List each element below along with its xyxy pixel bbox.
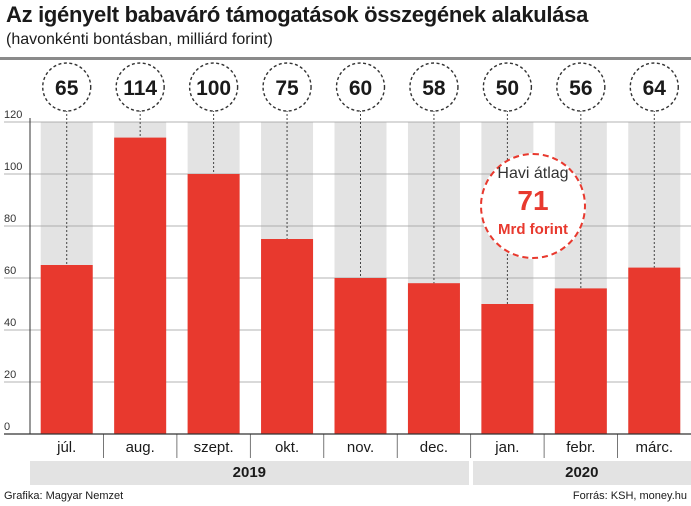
average-unit: Mrd forint: [498, 221, 568, 238]
bar: [334, 278, 387, 434]
bar: [114, 137, 167, 434]
data-label: 50: [496, 77, 519, 100]
value-bubble: [115, 62, 165, 112]
data-label: 100: [196, 77, 231, 100]
chart-title: Az igényelt babaváró támogatások összegé…: [6, 2, 589, 27]
year-label-2019: 2019: [30, 461, 469, 485]
data-label: 58: [422, 77, 446, 100]
x-tick-label: márc.: [636, 439, 674, 456]
data-label: 114: [123, 77, 157, 100]
year-label-2020: 2020: [472, 461, 691, 485]
bar: [40, 265, 93, 434]
y-tick-label: 60: [4, 265, 16, 277]
bar: [554, 288, 607, 434]
x-tick-label: jan.: [494, 439, 519, 456]
data-label: 60: [349, 77, 372, 100]
y-tick-label: 0: [4, 421, 10, 433]
average-label: Havi átlag: [497, 165, 569, 182]
top-rule: [0, 57, 691, 60]
x-tick-label: szept.: [194, 439, 234, 456]
bar: [407, 283, 460, 434]
y-tick-label: 80: [4, 213, 16, 225]
value-bubble: [482, 62, 533, 112]
x-tick-label: júl.: [56, 439, 76, 456]
bar: [261, 239, 314, 434]
monthly-average-badge: Havi átlag 71 Mrd forint: [480, 153, 586, 259]
x-tick-label: nov.: [347, 439, 374, 456]
footer-source: Forrás: KSH, money.hu: [572, 490, 687, 502]
footer-credit: Grafika: Magyar Nemzet: [4, 490, 124, 502]
value-bubble: [262, 62, 312, 112]
data-label: 75: [275, 77, 299, 100]
average-value: 71: [517, 185, 549, 216]
bar: [481, 304, 534, 434]
value-bubble: [188, 62, 239, 112]
x-tick-label: aug.: [126, 439, 155, 456]
value-bubble: [335, 62, 386, 112]
bar: [187, 174, 240, 434]
value-bubble: [629, 62, 679, 112]
value-bubble: [409, 62, 459, 112]
chart-subtitle: (havonkénti bontásban, milliárd forint): [6, 31, 273, 48]
y-tick-label: 20: [4, 369, 16, 381]
data-label: 65: [55, 77, 79, 100]
bar: [628, 267, 681, 434]
value-bubble: [42, 62, 92, 112]
x-tick-label: febr.: [566, 439, 595, 456]
y-tick-label: 120: [4, 109, 22, 121]
x-tick-label: dec.: [420, 439, 448, 456]
data-label: 56: [569, 77, 592, 100]
y-tick-label: 100: [4, 161, 22, 173]
y-tick-label: 40: [4, 317, 16, 329]
value-bubble: [556, 62, 606, 112]
x-tick-label: okt.: [275, 439, 299, 456]
data-label: 64: [643, 77, 667, 100]
